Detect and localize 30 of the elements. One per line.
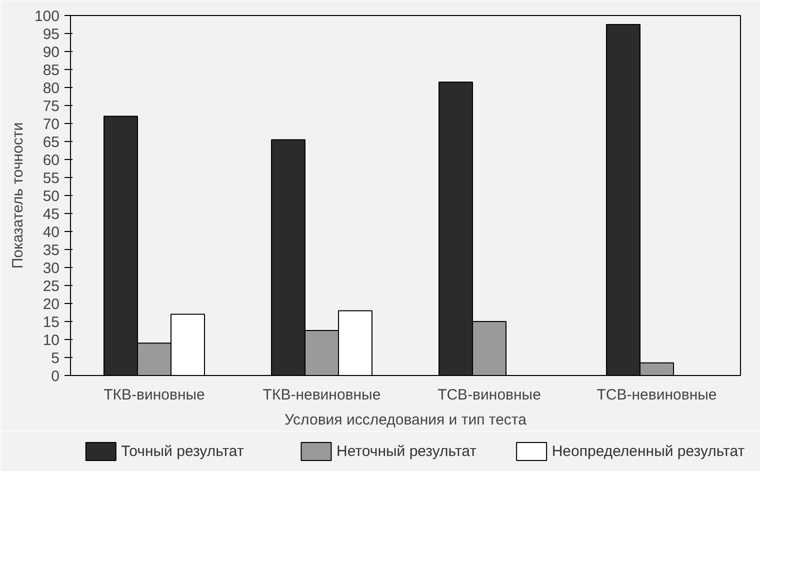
y-tick-label: 0 — [51, 368, 60, 385]
legend-label: Точный результат — [121, 443, 244, 460]
y-tick-label: 15 — [42, 314, 60, 331]
x-tick-label: ТКВ-виновные — [104, 386, 205, 404]
y-tick-label: 25 — [42, 278, 60, 295]
x-tick-label: ТКВ-невиновные — [262, 386, 381, 404]
y-tick-label: 65 — [42, 134, 60, 151]
y-tick-label: 35 — [42, 242, 60, 259]
y-tick-label: 10 — [42, 332, 60, 349]
y-tick-label: 20 — [42, 296, 60, 313]
y-tick-label: 85 — [42, 62, 60, 79]
y-tick-label: 50 — [42, 188, 60, 205]
legend-label: Неточный результат — [336, 443, 477, 460]
y-tick-label: 40 — [42, 224, 60, 241]
y-tick-label: 75 — [42, 98, 60, 115]
y-tick-label: 60 — [42, 152, 60, 169]
x-axis-title: Условия исследования и тип теста — [284, 412, 528, 428]
legend-label: Неопределенный результат — [552, 443, 745, 460]
y-axis-title: Показатель точности — [9, 122, 26, 269]
y-tick-label: 95 — [42, 26, 60, 43]
y-tick-label: 80 — [42, 80, 60, 97]
y-tick-label: 55 — [42, 170, 60, 187]
y-tick-label: 70 — [42, 116, 60, 133]
y-tick-label: 30 — [42, 260, 60, 277]
y-tick-label: 45 — [42, 206, 60, 223]
y-tick-label: 5 — [51, 350, 60, 367]
x-tick-label: ТСВ-невиновные — [596, 386, 717, 404]
y-tick-label: 100 — [34, 8, 60, 25]
y-tick-label: 90 — [42, 44, 60, 61]
x-tick-label: ТСВ-виновные — [438, 386, 541, 404]
